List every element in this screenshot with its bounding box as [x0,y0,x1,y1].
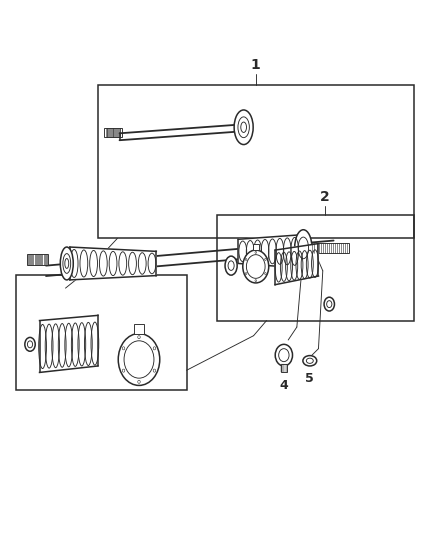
Bar [281,364,287,373]
Ellipse shape [303,356,317,366]
Text: 1: 1 [251,58,261,72]
Ellipse shape [243,250,269,283]
Polygon shape [39,316,98,373]
Text: 2: 2 [320,190,330,204]
Bar [98,85,413,238]
Bar [253,244,259,250]
Ellipse shape [60,247,73,280]
Bar [27,254,48,265]
Bar [134,325,144,334]
Text: 5: 5 [305,372,314,385]
Text: 3: 3 [87,251,96,264]
Text: 4: 4 [279,379,288,392]
Polygon shape [70,247,156,280]
Ellipse shape [234,110,253,144]
Bar [217,215,413,320]
Ellipse shape [275,344,293,366]
Ellipse shape [25,337,35,351]
Polygon shape [238,235,299,268]
Bar [104,128,122,137]
Ellipse shape [295,230,312,266]
Ellipse shape [118,334,160,385]
Polygon shape [275,244,318,285]
Ellipse shape [324,297,335,311]
Bar [311,243,349,253]
Ellipse shape [225,256,237,275]
Bar [16,275,187,390]
